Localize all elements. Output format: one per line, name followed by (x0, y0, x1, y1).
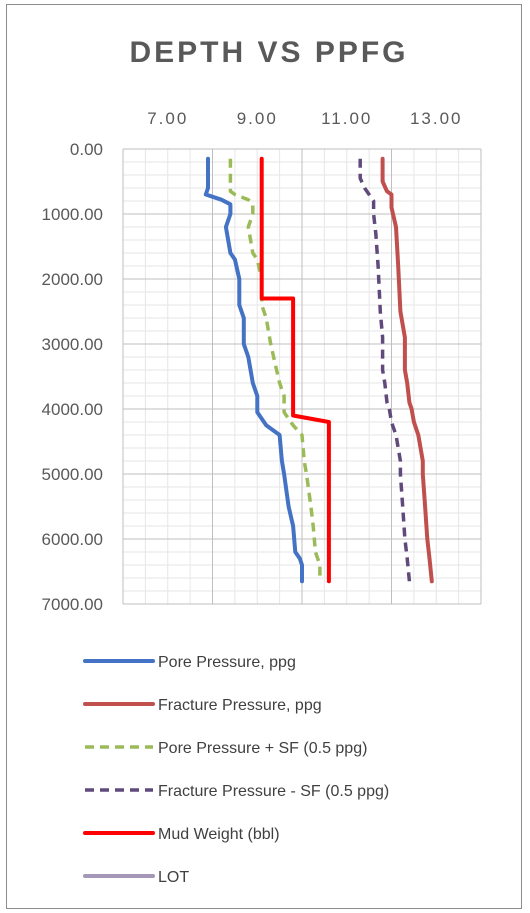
legend-label-pore-pressure-sf-0-5-ppg: Pore Pressure + SF (0.5 ppg) (158, 740, 367, 757)
y-axis-tick-labels: 0.00 1000.00 2000.00 3000.00 4000.00 5000.00 6… (42, 140, 103, 614)
y-tick-label: 3000.00 (42, 335, 103, 354)
legend-label-fracture-pressure-sf-0-5-ppg: Fracture Pressure - SF (0.5 ppg) (158, 783, 389, 800)
y-tick-label: 7000.00 (42, 595, 103, 614)
legend: Pore Pressure, ppg Fracture Pressure, ppg… (85, 654, 389, 886)
legend-label-mud-weight-bbl: Mud Weight (bbl) (158, 826, 280, 843)
y-tick-label: 4000.00 (42, 400, 103, 419)
y-tick-label: 1000.00 (42, 205, 103, 224)
x-tick-label: 9.00 (237, 109, 278, 128)
legend-label-fracture-pressure-ppg: Fracture Pressure, ppg (158, 697, 322, 714)
legend-label-pore-pressure-ppg: Pore Pressure, ppg (158, 654, 296, 671)
x-tick-label: 11.00 (321, 109, 372, 128)
y-tick-label: 0.00 (70, 140, 103, 159)
y-tick-label: 6000.00 (42, 530, 103, 549)
x-tick-label: 7.00 (147, 109, 188, 128)
chart-title: DEPTH VS PPFG (129, 36, 408, 69)
x-axis-tick-labels: 7.00 9.00 11.00 13.00 (147, 109, 462, 128)
x-tick-label: 13.00 (410, 109, 463, 128)
y-tick-label: 5000.00 (42, 465, 103, 484)
legend-label-lot: LOT (158, 869, 189, 886)
y-tick-label: 2000.00 (42, 270, 103, 289)
